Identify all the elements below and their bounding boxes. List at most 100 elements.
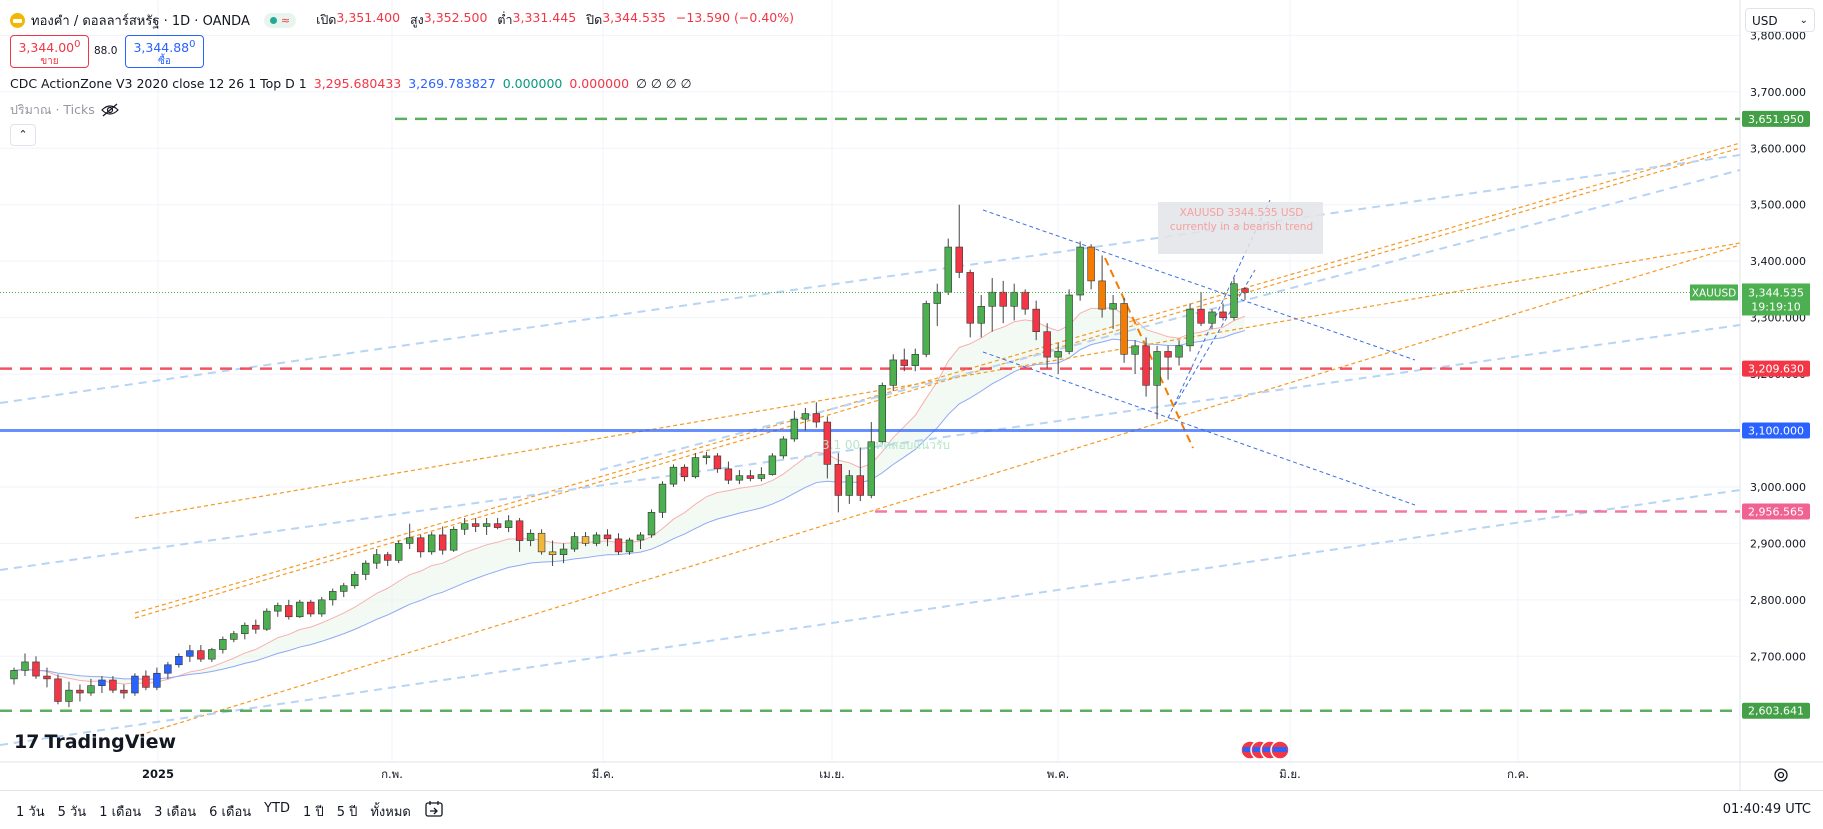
market-status-badge[interactable]: ≈ bbox=[263, 12, 297, 28]
candle bbox=[208, 647, 216, 662]
timeframe-option[interactable]: ทั้งหมด bbox=[370, 805, 411, 820]
candle bbox=[120, 684, 128, 699]
time-tick-label: พ.ค. bbox=[1047, 767, 1070, 781]
timeframe-list: 1 วัน 5 วัน 1 เดือน 3 เดือน 6 เดือน YTD 1 ปี 5 … bbox=[16, 801, 411, 822]
timeframe-option[interactable]: 5 ปี bbox=[336, 805, 358, 820]
chart-note[interactable]: XAUUSD 3344.535 USD currently in a beari… bbox=[1163, 206, 1320, 234]
candle-body bbox=[1230, 283, 1238, 318]
wedge-line bbox=[1167, 199, 1271, 419]
go-to-date-icon[interactable] bbox=[424, 800, 444, 818]
candle-body bbox=[680, 466, 689, 478]
candle bbox=[845, 470, 854, 504]
candle-body bbox=[76, 689, 84, 694]
indicator-legend[interactable]: CDC ActionZone V3 2020 close 12 26 1 Top… bbox=[10, 76, 692, 91]
indicator-value-5: ∅ ∅ ∅ ∅ bbox=[636, 76, 692, 91]
candle-body bbox=[471, 523, 480, 527]
support-trend-line bbox=[0, 154, 1741, 404]
candle bbox=[559, 543, 568, 564]
timeframe-option[interactable]: 1 วัน bbox=[16, 805, 45, 820]
utc-clock[interactable]: 01:40:49 UTC bbox=[1722, 802, 1811, 817]
timeframe-option[interactable]: 1 ปี bbox=[303, 805, 324, 820]
eye-hidden-icon[interactable] bbox=[100, 103, 119, 117]
candle-body bbox=[263, 610, 271, 630]
support-trend-line bbox=[599, 169, 1741, 471]
candle bbox=[812, 402, 821, 428]
candle-body bbox=[1175, 345, 1183, 358]
price-tick-label: 2,900.000 bbox=[1750, 537, 1806, 550]
timeframe-option[interactable]: 6 เดือน bbox=[209, 805, 252, 820]
timeframe-option[interactable]: 1 เดือน bbox=[99, 805, 142, 820]
candle-body bbox=[274, 605, 282, 612]
candle-body bbox=[252, 624, 260, 630]
tradingview-logo-icon: 17 bbox=[14, 731, 39, 753]
timeframe-option[interactable]: YTD bbox=[264, 801, 291, 816]
us-event-flag-stripe bbox=[1273, 747, 1287, 752]
candle-body bbox=[1043, 331, 1051, 358]
candle-body bbox=[1109, 303, 1117, 310]
candle-body bbox=[1032, 308, 1040, 333]
price-tick-label: 2,800.000 bbox=[1750, 594, 1806, 607]
candle-body bbox=[197, 650, 205, 660]
candle-body bbox=[362, 562, 370, 575]
candle bbox=[768, 453, 777, 476]
candle bbox=[977, 295, 985, 338]
candle-body bbox=[548, 551, 557, 555]
candle bbox=[691, 453, 700, 479]
trend-channel-line bbox=[134, 147, 1741, 619]
indicator-value-1: 3,295.680433 bbox=[313, 76, 402, 91]
candle-body bbox=[1219, 311, 1227, 318]
candle-body bbox=[537, 532, 546, 553]
candle-body bbox=[856, 475, 865, 496]
price-chart[interactable]: 2,700.000 2,800.000 2,900.000 3,000.000 3,10… bbox=[0, 0, 1823, 790]
sell-button[interactable]: 3,344.000 ขาย bbox=[10, 35, 89, 68]
candle bbox=[1087, 244, 1095, 290]
candle bbox=[856, 447, 865, 502]
candle-body bbox=[449, 528, 458, 551]
buy-button[interactable]: 3,344.880 ซื้อ bbox=[125, 35, 204, 68]
candle bbox=[318, 597, 326, 617]
currency-select[interactable]: USD ⌄ bbox=[1745, 8, 1815, 32]
candle-body bbox=[1208, 311, 1216, 324]
candle-body bbox=[658, 483, 667, 513]
candle bbox=[834, 453, 843, 513]
candle bbox=[252, 619, 260, 634]
gear-icon[interactable] bbox=[1772, 766, 1790, 784]
candle bbox=[647, 509, 656, 538]
candle-body bbox=[625, 539, 634, 553]
timeframe-option[interactable]: 5 วัน bbox=[57, 805, 87, 820]
candle bbox=[329, 588, 337, 606]
candle bbox=[230, 630, 238, 643]
candle-body bbox=[1098, 280, 1106, 310]
candle-body bbox=[21, 661, 29, 671]
candle bbox=[636, 532, 645, 550]
symbol-header: ทองคำ / ดอลลาร์สหรัฐ · 1D · OANDA ≈ เปิด… bbox=[10, 10, 804, 30]
price-tick-label: 3,500.000 bbox=[1750, 199, 1806, 212]
candle-body bbox=[460, 523, 469, 530]
candle-body bbox=[131, 675, 139, 694]
candle bbox=[867, 422, 876, 499]
candle bbox=[592, 532, 601, 547]
candle-body bbox=[1120, 303, 1128, 355]
candle bbox=[65, 681, 73, 708]
spread-value: 88.0 bbox=[94, 45, 118, 57]
volume-legend[interactable]: ปริมาณ · Ticks bbox=[10, 100, 119, 120]
symbol-tag bbox=[1690, 284, 1738, 301]
candle bbox=[790, 410, 799, 442]
wedge-line bbox=[1174, 269, 1256, 406]
price-tick-label: 3,400.000 bbox=[1750, 255, 1806, 268]
candle-body bbox=[691, 457, 700, 478]
collapse-legend-button[interactable]: ⌃ bbox=[10, 124, 36, 146]
candle-body bbox=[944, 246, 952, 293]
candle-body bbox=[394, 543, 403, 561]
tradingview-logo[interactable]: 17 TradingView bbox=[14, 731, 176, 753]
candle-body bbox=[164, 664, 172, 674]
candle bbox=[757, 467, 766, 482]
candle-body bbox=[427, 534, 436, 553]
candle-body bbox=[10, 670, 18, 680]
candle bbox=[548, 540, 557, 566]
timeframe-option[interactable]: 3 เดือน bbox=[154, 805, 197, 820]
candle-body bbox=[867, 441, 876, 496]
symbol-tag-label: XAUUSD bbox=[1692, 287, 1737, 299]
candle bbox=[449, 526, 458, 552]
symbol-title[interactable]: ทองคำ / ดอลลาร์สหรัฐ · 1D · OANDA bbox=[31, 13, 250, 29]
